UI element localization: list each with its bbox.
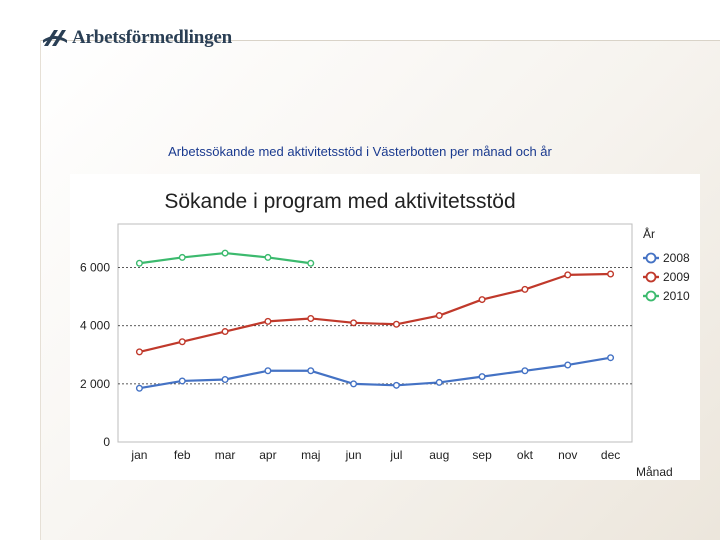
x-tick-label: maj	[301, 448, 320, 462]
page-title: Arbetssökande med aktivitetsstöd i Väste…	[168, 144, 552, 159]
plot-area	[117, 223, 633, 443]
legend-item: 2009	[643, 270, 690, 284]
x-tick-label: jun	[345, 448, 362, 462]
data-point	[350, 319, 358, 327]
data-point	[307, 314, 315, 322]
x-tick-label: jan	[130, 448, 147, 462]
legend-label: 2009	[663, 270, 690, 284]
data-point	[264, 367, 272, 375]
data-point	[221, 376, 229, 384]
chart-panel: Sökande i program med aktivitetsstöd 0 2 …	[70, 174, 700, 480]
data-point	[307, 367, 315, 375]
data-point	[135, 384, 143, 392]
data-point	[392, 320, 400, 328]
legend-swatch-marker	[645, 271, 657, 283]
plot-frame	[117, 223, 633, 443]
y-tick-label: 4 000	[80, 319, 110, 333]
line-chart: Sökande i program med aktivitetsstöd 0 2 …	[80, 190, 690, 479]
chart-title: Sökande i program med aktivitetsstöd	[164, 190, 515, 213]
data-point	[564, 361, 572, 369]
data-point	[178, 338, 186, 346]
series-line	[139, 356, 611, 390]
x-tick-label: aug	[429, 448, 449, 462]
legend-swatch-marker	[645, 252, 657, 264]
crossed-stripes-logo-icon	[43, 30, 67, 46]
legend-label: 2010	[663, 289, 690, 303]
legend-item: 2008	[643, 251, 690, 265]
data-point	[521, 285, 529, 293]
x-axis-ticks: jan feb mar apr maj jun jul aug sep okt nov dec	[130, 448, 620, 462]
data-point	[607, 270, 615, 278]
y-tick-label: 0	[103, 435, 110, 449]
legend-swatch-marker	[645, 290, 657, 302]
series-layer	[135, 249, 615, 392]
brand-name: Arbetsförmedlingen	[72, 27, 232, 48]
series-2010	[135, 249, 315, 267]
data-point	[264, 317, 272, 325]
data-point	[564, 271, 572, 279]
data-point	[135, 259, 143, 267]
data-point	[478, 296, 486, 304]
data-point	[264, 253, 272, 261]
data-point	[178, 253, 186, 261]
x-tick-label: okt	[517, 448, 534, 462]
data-point	[478, 373, 486, 381]
data-point	[435, 378, 443, 386]
data-point	[435, 312, 443, 320]
data-point	[135, 348, 143, 356]
x-axis-label: Månad	[636, 465, 673, 479]
x-tick-label: feb	[174, 448, 191, 462]
data-point	[607, 354, 615, 362]
series-line	[139, 272, 611, 353]
series-2009	[135, 270, 615, 356]
y-tick-label: 6 000	[80, 261, 110, 275]
series-2008	[135, 354, 615, 392]
background-band-left-edge	[40, 40, 41, 540]
x-tick-label: apr	[259, 448, 276, 462]
x-tick-label: dec	[601, 448, 620, 462]
x-tick-label: jul	[389, 448, 402, 462]
data-point	[307, 259, 315, 267]
legend-label: 2008	[663, 251, 690, 265]
data-point	[392, 381, 400, 389]
background-band-top-edge	[40, 40, 720, 41]
x-tick-label: sep	[472, 448, 492, 462]
data-point	[221, 249, 229, 257]
data-point	[221, 328, 229, 336]
y-axis-ticks: 0 2 000 4 000 6 000	[80, 261, 110, 449]
legend-item: 2010	[643, 289, 690, 303]
legend-title: År	[643, 226, 655, 241]
data-point	[178, 377, 186, 385]
brand-logo: Arbetsförmedlingen	[42, 26, 232, 50]
x-tick-label: nov	[558, 448, 577, 462]
data-point	[521, 367, 529, 375]
y-tick-label: 2 000	[80, 377, 110, 391]
legend: År 2008 2009 2010	[643, 226, 690, 303]
x-tick-label: mar	[215, 448, 236, 462]
data-point	[350, 380, 358, 388]
